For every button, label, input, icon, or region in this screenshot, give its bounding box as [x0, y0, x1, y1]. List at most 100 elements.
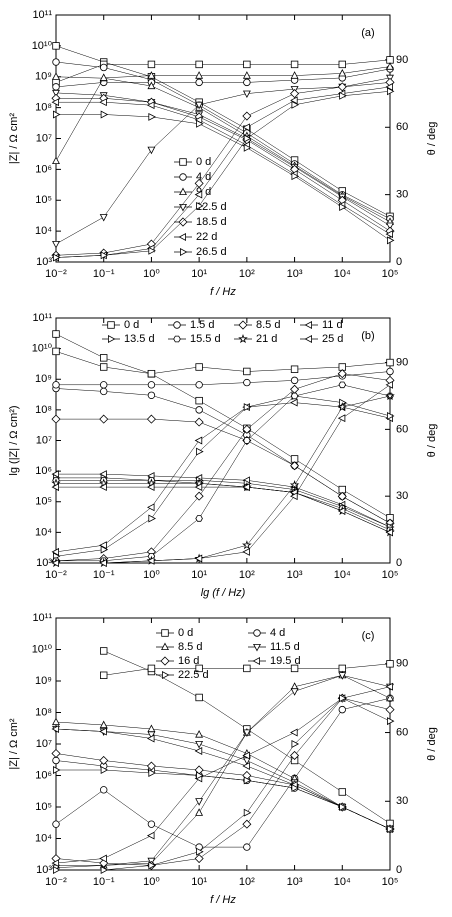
marker [290, 384, 300, 394]
legend-marker [160, 656, 170, 666]
x-tick-label: 10⁵ [382, 268, 399, 280]
marker [291, 784, 300, 792]
y-tick-label: 10⁴ [35, 225, 52, 237]
legend-marker [173, 335, 181, 343]
legend-marker [253, 629, 261, 637]
x-tick-label: 10² [239, 268, 255, 280]
marker [338, 60, 346, 69]
series-line [55, 675, 391, 868]
marker [195, 396, 203, 405]
series-line [55, 68, 391, 88]
y-tick-label: 10⁶ [35, 163, 52, 175]
marker [52, 820, 60, 828]
x-tick-label: 10³ [287, 268, 303, 280]
marker [242, 751, 250, 760]
marker [339, 803, 347, 811]
legend-marker [179, 203, 187, 212]
y-tick-label: 10⁴ [35, 526, 52, 538]
y2-tick-label: 0 [396, 557, 402, 569]
marker [100, 671, 108, 679]
marker [195, 808, 204, 816]
panel-label: (c) [362, 630, 375, 642]
legend-label: 21 d [256, 333, 277, 345]
legend-marker [178, 217, 188, 227]
series-line [55, 373, 391, 562]
marker [195, 381, 203, 389]
y-tick-label: 10⁸ [35, 706, 52, 718]
marker [99, 73, 108, 81]
x-tick-label: 10¹ [191, 268, 207, 280]
marker [194, 190, 203, 199]
marker [194, 483, 203, 492]
y-tick-label: 10⁵ [35, 801, 52, 813]
marker [99, 98, 107, 107]
x-axis-label: lg (f / Hz) [201, 587, 246, 599]
legend-marker [179, 248, 188, 256]
y-tick-label: 10¹⁰ [32, 643, 53, 655]
marker [51, 859, 59, 868]
marker [195, 406, 203, 414]
legend-label: 18.5 d [196, 216, 227, 228]
marker [386, 717, 395, 726]
legend-marker [304, 321, 313, 329]
marker [291, 740, 300, 748]
marker [51, 483, 59, 492]
x-tick-label: 10¹ [191, 876, 207, 888]
marker [242, 111, 252, 121]
y-tick-label: 10⁵ [35, 194, 52, 206]
series-line [56, 769, 391, 830]
x-tick-label: 10³ [287, 569, 303, 581]
series-line [56, 98, 391, 232]
marker [99, 720, 108, 729]
marker [242, 547, 250, 556]
x-tick-label: 10² [239, 569, 255, 581]
marker [290, 96, 298, 105]
marker [147, 71, 156, 79]
marker [52, 330, 60, 338]
x-tick-label: 10⁰ [143, 876, 160, 888]
y-axis-label: lg (|Z| / Ω cm²) [8, 405, 20, 475]
marker [51, 559, 59, 567]
marker [242, 424, 252, 434]
marker [100, 545, 109, 554]
legend-marker [161, 671, 170, 679]
y-tick-label: 10⁸ [35, 404, 52, 416]
legend-marker [178, 233, 187, 241]
x-tick-label: 10⁻¹ [93, 876, 115, 888]
marker [385, 380, 394, 389]
marker [194, 854, 204, 864]
marker [195, 60, 203, 69]
marker [290, 688, 299, 696]
legend-label: 22 d [196, 231, 217, 243]
marker [242, 729, 251, 738]
x-tick-label: 10⁰ [143, 569, 160, 581]
x-tick-label: 10⁵ [382, 876, 399, 888]
legend-label: 25 d [322, 333, 343, 345]
legend-marker [179, 173, 187, 181]
marker [146, 483, 155, 492]
marker [242, 819, 252, 829]
y2-axis-label: θ / deg [426, 122, 438, 156]
legend-marker [173, 321, 181, 329]
series-line [55, 728, 391, 830]
marker [147, 81, 156, 90]
marker [100, 786, 108, 794]
marker [100, 381, 108, 389]
marker [147, 60, 156, 69]
marker [196, 119, 204, 128]
legend-label: 0 d [124, 319, 139, 331]
marker [338, 705, 346, 714]
marker [195, 71, 204, 79]
marker [385, 705, 395, 715]
marker [290, 492, 298, 501]
marker [195, 101, 204, 110]
y2-tick-label: 90 [396, 54, 408, 66]
marker [196, 447, 204, 456]
y-tick-label: 10⁷ [36, 132, 52, 144]
marker [243, 776, 252, 785]
y-tick-label: 10⁷ [36, 434, 52, 446]
marker [51, 547, 59, 556]
marker [146, 556, 155, 565]
series-line [55, 77, 391, 245]
marker [243, 78, 251, 87]
